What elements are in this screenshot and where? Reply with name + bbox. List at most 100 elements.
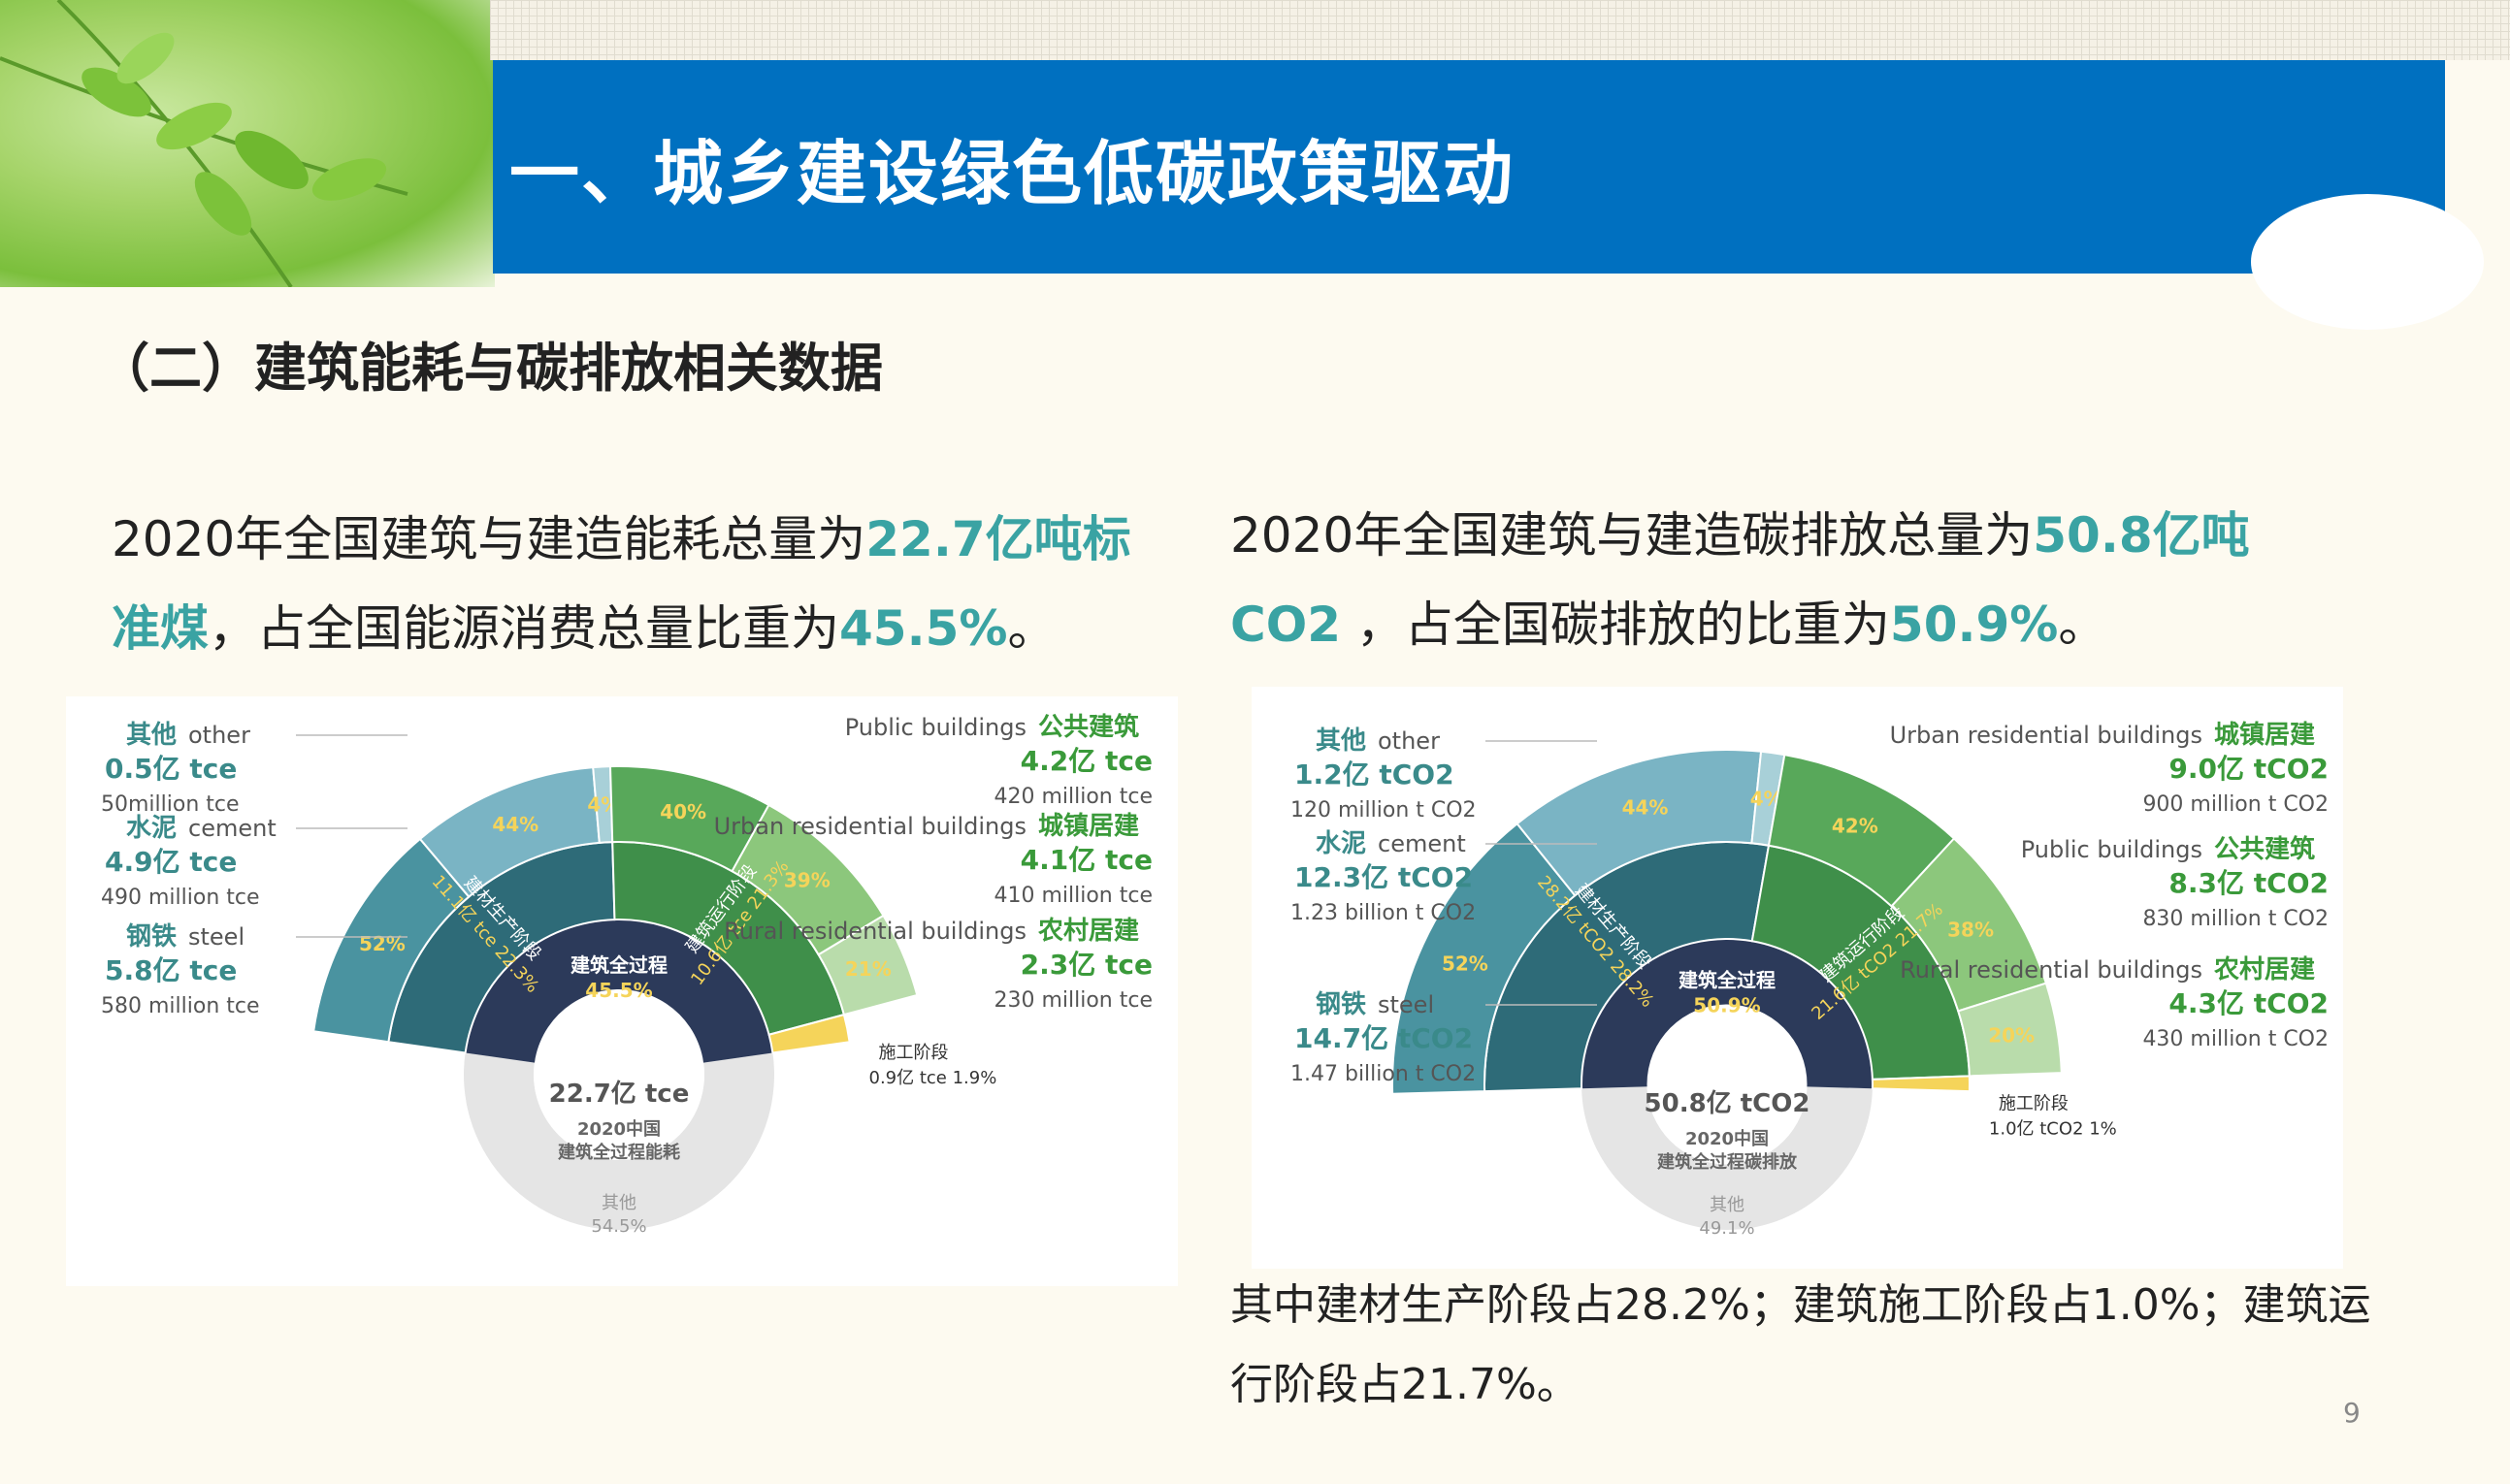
material-en-label: cement [188,815,277,842]
center-title-line2: 建筑全过程能耗 [558,1142,680,1163]
material-en-label: steel [1378,991,1434,1018]
center-title-line1: 2020中国 [577,1118,661,1140]
operation-cn-label: 城镇居建 [2214,721,2315,750]
operation-amount-label: 8.3亿 tCO2 [2168,867,2329,899]
operation-sub-label: 830 million t CO2 [2142,907,2329,931]
material-sub-label: 1.47 billion t CO2 [1290,1062,1476,1086]
material-cn-label: 钢铁 [1316,989,1366,1019]
operation-en-label: Urban residential buildings [714,813,1027,840]
operation-en-label: Rural residential buildings [724,918,1027,945]
inner-ring-other-slice [464,1052,774,1230]
inner-other-percent: 54.5% [591,1216,646,1237]
inner-building-percent: 50.9% [1693,994,1760,1017]
center-title-line1: 2020中国 [1685,1128,1769,1149]
operation-amount-label: 2.3亿 tce [1021,949,1153,981]
operation-cn-label: 城镇居建 [1038,812,1139,841]
outer-slice-percent-label: 39% [784,868,831,891]
material-en-label: other [1378,727,1440,755]
inner-other-label: 其他 [602,1193,636,1213]
outer-slice-percent-label: 42% [1832,814,1878,837]
section-subtitle: （二）建筑能耗与碳排放相关数据 [97,338,883,399]
outer-slice-percent-label: 52% [1442,952,1488,975]
inner-building-label: 建筑全过程 [570,953,668,977]
right-summary-text-b: ，占全国碳排放的比重为 [1341,597,1890,653]
leaf-background-image [0,0,495,287]
outer-slice-percent-label: 38% [1947,918,1994,941]
outer-slice-percent-label: 52% [359,932,406,955]
outer-ring-slice [1957,982,2063,1078]
center-title-line2: 建筑全过程碳排放 [1657,1151,1798,1173]
outer-slice-percent-label: 21% [845,957,892,981]
inner-ring-other-slice [1581,1086,1873,1231]
left-summary-highlight-total: 22.7亿吨标准煤 [112,511,1131,657]
operation-en-label: Public buildings [845,714,1027,741]
material-sub-label: 120 million t CO2 [1290,798,1477,823]
material-amount-label: 4.9亿 tce [105,846,237,878]
material-sub-label: 580 million tce [101,994,260,1018]
construction-stage-amount: 1.0亿 tCO2 1% [1989,1118,2117,1139]
middle-ring-slice [1871,1075,1971,1093]
decorative-circle [2251,194,2484,330]
operation-en-label: Rural residential buildings [1900,956,2202,984]
material-cn-label: 钢铁 [126,921,177,952]
right-summary-highlight-share: 50.9% [1889,597,2059,653]
operation-sub-label: 430 million t CO2 [2142,1027,2329,1051]
operation-en-label: Public buildings [2021,836,2202,863]
operation-cn-label: 农村居建 [2213,955,2315,984]
inner-hole [534,989,704,1160]
left-summary-paragraph: 2020年全国建筑与建造能耗总量为22.7亿吨标准煤，占全国能源消费总量比重为4… [112,495,1159,673]
left-summary-text-b: ，占全国能源消费总量比重为 [209,600,839,657]
operation-amount-label: 4.2亿 tce [1021,745,1153,777]
outer-slice-percent-label: 20% [1988,1023,2035,1047]
operation-sub-label: 900 million t CO2 [2142,792,2329,817]
right-summary-paragraph: 2020年全国建筑与建造碳排放总量为50.8亿吨CO2 ，占全国碳排放的比重为5… [1230,491,2317,669]
construction-stage-name: 施工阶段 [879,1043,949,1063]
operation-cn-label: 公共建筑 [1038,712,1139,742]
left-summary-highlight-share: 45.5% [839,600,1008,657]
page-title: 一、城乡建设绿色低碳政策驱动 [509,133,1516,214]
material-amount-label: 5.8亿 tce [105,954,237,986]
outer-slice-percent-label: 40% [660,800,706,823]
material-sub-label: 490 million tce [101,886,260,910]
center-total-label: 50.8亿 tCO2 [1645,1089,1810,1118]
right-summary-highlight-total: 50.8亿吨CO2 [1230,507,2250,653]
grid-pattern-background [490,0,2510,60]
outer-slice-percent-label: 44% [1622,796,1669,820]
operation-cn-label: 公共建筑 [2214,834,2315,864]
left-summary-text-c: 。 [1007,600,1057,657]
energy-consumption-chart: 52% 44% 4% 40% 39% 21% 建筑全过程 45.5% 22.7亿 tce 2020… [66,696,1178,1286]
material-sub-label: 1.23 billion t CO2 [1290,901,1476,925]
material-cn-label: 水泥 [1316,829,1366,858]
material-amount-label: 0.5亿 tce [105,753,237,785]
left-summary-text-a: 2020年全国建筑与建造能耗总量为 [112,511,866,567]
material-amount-label: 14.7亿 tCO2 [1294,1022,1473,1054]
construction-stage-amount: 0.9亿 tce 1.9% [869,1068,997,1088]
construction-stage-name: 施工阶段 [1999,1093,2069,1113]
title-bar [493,60,2445,274]
operation-amount-label: 9.0亿 tCO2 [2168,753,2329,785]
material-en-label: steel [188,923,244,951]
inner-building-label: 建筑全过程 [1679,969,1776,992]
leaf-illustration [0,0,408,287]
material-sub-label: 50million tce [101,792,240,817]
operation-cn-label: 农村居建 [1037,917,1139,946]
stage-share-note: 其中建材生产阶段占28.2%；建筑施工阶段占1.0%；建筑运行阶段占21.7%。 [1230,1280,2371,1409]
outer-ring-slice [817,914,919,1016]
middle-ring-slice [767,1013,851,1054]
operation-amount-label: 4.3亿 tCO2 [2168,987,2329,1019]
operation-sub-label: 410 million tce [994,884,1153,908]
inner-building-percent: 45.5% [585,979,652,1002]
carbon-emission-chart: 52% 44% 4% 42% 38% 20% 建筑全过程 50.9% 50.8亿 tCO2 202… [1252,687,2343,1269]
center-total-label: 22.7亿 tce [549,1080,690,1109]
page-number: 9 [2343,1397,2361,1429]
operation-sub-label: 230 million tce [994,988,1153,1013]
right-summary-text-c: 。 [2058,597,2107,653]
operation-sub-label: 420 million tce [994,785,1153,809]
operation-en-label: Urban residential buildings [1890,722,2202,749]
material-en-label: cement [1378,830,1466,857]
material-amount-label: 12.3亿 tCO2 [1294,861,1473,893]
right-summary-text-a: 2020年全国建筑与建造碳排放总量为 [1230,507,2034,564]
operation-amount-label: 4.1亿 tce [1021,844,1153,876]
